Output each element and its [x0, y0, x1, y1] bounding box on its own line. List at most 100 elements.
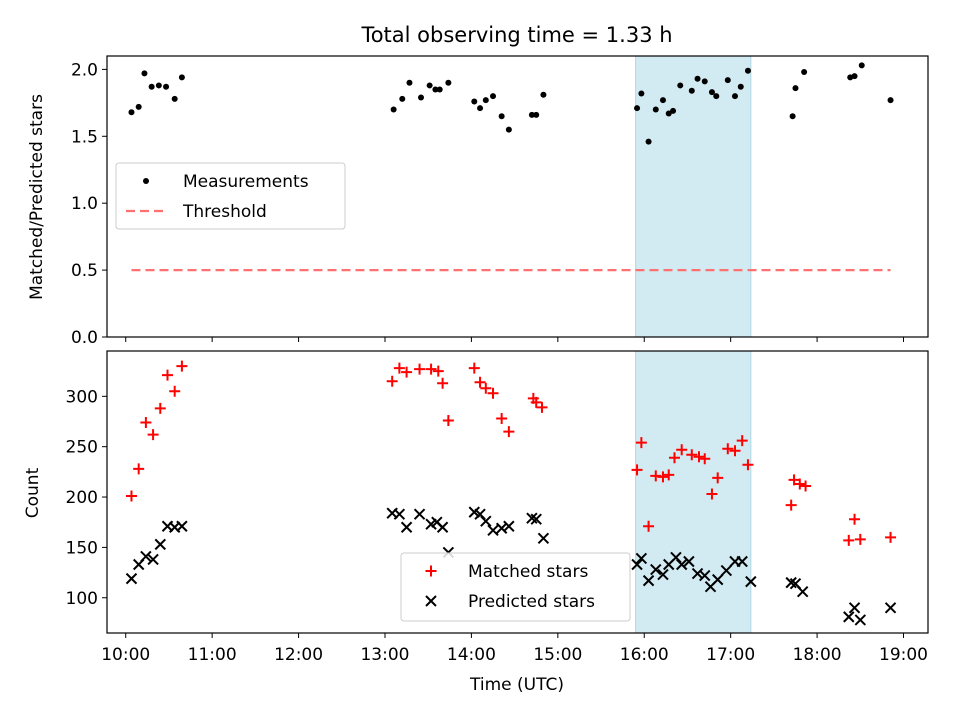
measurement-point: [477, 105, 484, 112]
x-tick-label: 15:00: [533, 645, 582, 665]
measurement-point: [540, 91, 547, 98]
matched-star-point: [663, 469, 675, 481]
matched-star-point: [496, 412, 508, 424]
legend-label: Matched stars: [468, 562, 588, 582]
x-tick-label: 10:00: [101, 645, 150, 665]
matched-star-point: [176, 360, 188, 372]
matched-star-point: [140, 417, 152, 429]
predicted-star-point: [503, 520, 515, 532]
measurement-point: [399, 95, 406, 102]
matched-star-point: [686, 449, 698, 461]
measurement-point: [528, 111, 535, 118]
predicted-star-point: [487, 524, 499, 536]
matched-star-point: [722, 443, 734, 455]
predicted-star-point: [413, 508, 426, 520]
matched-star-point: [712, 472, 724, 484]
matched-star-point: [147, 429, 159, 441]
predicted-star-point: [745, 575, 757, 588]
measurement-point: [744, 67, 751, 74]
legend-label: Measurements: [183, 172, 309, 192]
measurement-point: [505, 126, 512, 133]
x-tick-label: 16:00: [620, 645, 669, 665]
measurement-point: [436, 86, 443, 93]
predicted-star-point: [140, 550, 152, 563]
predicted-star-point: [631, 558, 643, 571]
measurement-point: [163, 83, 170, 90]
measurement-point: [665, 110, 672, 117]
predicted-star-point: [683, 555, 695, 568]
matched-star-point: [154, 402, 166, 414]
measurement-point: [445, 79, 452, 86]
measurement-point: [858, 62, 865, 69]
matched-star-point: [169, 385, 181, 397]
x-tick-label: 17:00: [706, 645, 755, 665]
x-tick-label: 19:00: [879, 645, 928, 665]
matched-star-point: [503, 426, 515, 438]
measurement-point: [801, 69, 808, 76]
predicted-star-point: [691, 567, 704, 580]
measurement-point: [178, 74, 185, 81]
predicted-star-point: [147, 553, 159, 566]
measurement-point: [652, 106, 659, 113]
matched-star-point: [474, 376, 486, 388]
measurement-point: [417, 94, 424, 101]
predicted-star-point: [530, 513, 542, 525]
measurement-point: [390, 106, 397, 113]
matched-star-point: [643, 520, 655, 532]
predicted-star-point: [400, 521, 413, 533]
matched-star-point: [437, 377, 449, 389]
bottom-y-axis-label: Count: [23, 467, 43, 518]
measurement-point: [694, 75, 701, 82]
predicted-star-point: [635, 552, 648, 565]
matched-star-point: [432, 365, 444, 377]
matched-star-point: [133, 463, 145, 475]
y-tick-label: 150: [66, 538, 98, 558]
y-tick-label: 0.5: [71, 261, 98, 281]
measurement-point: [701, 78, 708, 85]
matched-star-point: [788, 474, 800, 486]
matched-star-point: [161, 369, 173, 381]
measurement-point: [737, 83, 744, 90]
predicted-star-point: [176, 520, 188, 532]
matched-star-point: [729, 445, 741, 457]
matched-star-point: [742, 459, 754, 471]
y-tick-label: 200: [66, 488, 98, 508]
legend-matched-swatch: [425, 565, 437, 577]
measurement-point: [634, 105, 641, 112]
matched-star-point: [125, 490, 137, 502]
matched-star-point: [794, 478, 806, 490]
predicted-star-point: [712, 573, 724, 586]
predicted-star-point: [884, 602, 897, 614]
matched-star-point: [800, 480, 812, 492]
matched-star-point: [425, 363, 437, 375]
matched-star-point: [843, 534, 855, 546]
y-tick-label: 0.0: [71, 328, 98, 348]
predicted-star-point: [657, 568, 669, 581]
predicted-star-point: [796, 585, 809, 598]
legend-box: [400, 552, 631, 622]
predicted-star-point: [848, 602, 861, 614]
matched-star-point: [650, 470, 662, 482]
measurement-point: [141, 70, 148, 77]
measurement-point: [432, 86, 439, 93]
measurement-point: [731, 93, 738, 100]
y-tick-label: 250: [66, 438, 98, 458]
measurement-point: [406, 79, 413, 86]
matched-star-point: [393, 362, 405, 374]
measurement-point: [792, 85, 799, 92]
measurement-point: [724, 77, 731, 84]
predicted-star-point: [720, 564, 733, 577]
measurement-point: [533, 111, 540, 118]
x-axis-label: Time (UTC): [469, 675, 564, 695]
y-tick-label: 1.0: [71, 194, 98, 214]
predicted-star-point: [854, 614, 867, 626]
x-tick-label: 12:00: [274, 645, 323, 665]
measurement-point: [171, 95, 178, 102]
measurement-point: [490, 93, 497, 100]
x-tick-label: 18:00: [793, 645, 842, 665]
matched-star-point: [468, 362, 480, 374]
y-tick-label: 300: [66, 387, 98, 407]
matched-star-point: [487, 387, 499, 399]
matched-star-point: [635, 437, 647, 449]
measurement-point: [135, 103, 142, 110]
